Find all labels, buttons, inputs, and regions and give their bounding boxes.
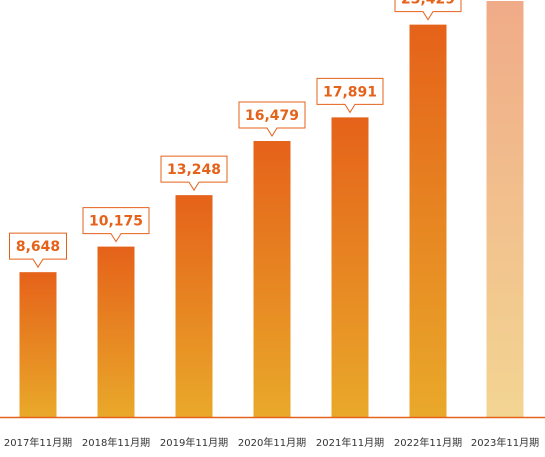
bar-7	[486, 1, 524, 417]
value-label-4: 16,479	[245, 108, 299, 124]
bar-6	[409, 24, 447, 417]
x-tick-label-6: 2022年11月期	[394, 436, 462, 449]
value-label-2: 10,175	[89, 214, 143, 230]
x-tick-label-2: 2018年11月期	[82, 436, 150, 449]
x-tick-label-5: 2021年11月期	[316, 436, 384, 449]
bars-group	[19, 1, 524, 418]
value-callout-5	[316, 77, 384, 114]
value-labels-group: 8,648 10,175 13,248 16,479 17,891 23,429	[9, 0, 462, 269]
value-callout-3	[160, 155, 228, 192]
value-label-1: 8,648	[16, 239, 60, 255]
bar-4	[253, 141, 291, 418]
x-tick-label-1: 2017年11月期	[4, 436, 72, 449]
bar-5	[331, 117, 369, 417]
value-label-6: 23,429	[401, 0, 455, 8]
bar-2	[97, 246, 135, 417]
value-label-3: 13,248	[167, 162, 221, 178]
bar-3	[175, 195, 213, 417]
value-label-5: 17,891	[323, 84, 377, 100]
x-tick-label-3: 2019年11月期	[160, 436, 228, 449]
value-callout-6	[394, 0, 462, 21]
x-tick-label-7: 2023年11月期	[471, 436, 539, 449]
x-tick-labels-group: 2017年11月期 2018年11月期 2019年11月期 2020年11月期 2021…	[4, 436, 539, 449]
value-callout-4	[238, 101, 306, 137]
value-callout-2	[82, 207, 150, 243]
x-tick-label-4: 2020年11月期	[238, 436, 306, 449]
bar-1	[19, 272, 57, 417]
value-callout-1	[9, 232, 67, 269]
